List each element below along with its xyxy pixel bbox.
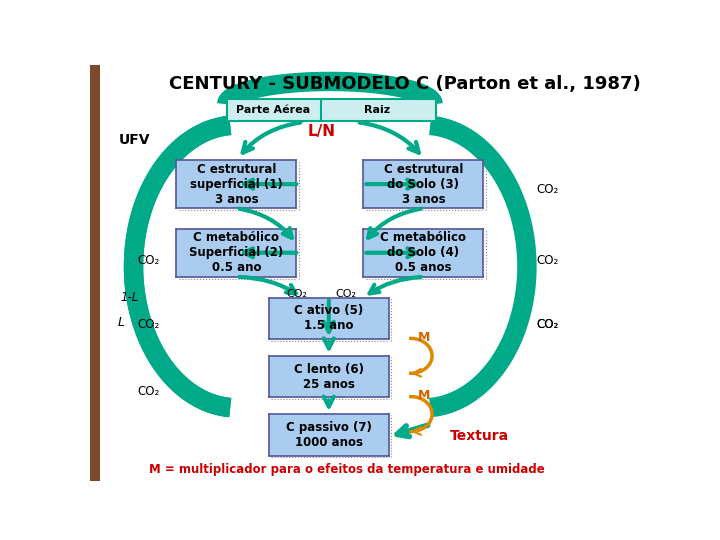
- Bar: [90, 65, 100, 481]
- Text: Raiz: Raiz: [364, 105, 390, 115]
- Text: C metabólico
Superficial (2)
0.5 ano: C metabólico Superficial (2) 0.5 ano: [189, 232, 284, 274]
- Text: 1-L: 1-L: [120, 291, 138, 304]
- FancyBboxPatch shape: [269, 298, 389, 339]
- Text: C estrutural
superficial (1)
3 anos: C estrutural superficial (1) 3 anos: [190, 163, 283, 206]
- Text: L: L: [117, 316, 124, 329]
- Text: CO₂: CO₂: [536, 318, 559, 331]
- Text: CO₂: CO₂: [286, 289, 307, 299]
- FancyBboxPatch shape: [364, 229, 483, 277]
- Text: CO₂: CO₂: [138, 254, 160, 267]
- Text: Textura: Textura: [450, 429, 509, 443]
- Text: UFV: UFV: [119, 133, 150, 147]
- FancyBboxPatch shape: [364, 160, 483, 208]
- Text: L/N: L/N: [307, 124, 336, 139]
- Text: C lento (6)
25 anos: C lento (6) 25 anos: [294, 363, 364, 390]
- Text: M = multiplicador para o efeitos da temperatura e umidade: M = multiplicador para o efeitos da temp…: [149, 463, 544, 476]
- Text: C metabólico
do Solo (4)
0.5 anos: C metabólico do Solo (4) 0.5 anos: [380, 232, 467, 274]
- FancyBboxPatch shape: [269, 414, 389, 456]
- FancyBboxPatch shape: [176, 160, 297, 208]
- Text: CO₂: CO₂: [536, 318, 559, 331]
- Text: M: M: [418, 332, 430, 345]
- Text: CO₂: CO₂: [138, 318, 160, 331]
- Text: Parte Aérea: Parte Aérea: [235, 105, 310, 115]
- Text: CENTURY - SUBMODELO C (Parton et al., 1987): CENTURY - SUBMODELO C (Parton et al., 19…: [169, 75, 641, 93]
- Text: C passivo (7)
1000 anos: C passivo (7) 1000 anos: [286, 421, 372, 449]
- FancyBboxPatch shape: [269, 356, 389, 397]
- FancyBboxPatch shape: [227, 99, 436, 121]
- Text: M: M: [418, 389, 430, 402]
- Text: CO₂: CO₂: [536, 254, 559, 267]
- Text: CO₂: CO₂: [138, 384, 160, 397]
- Text: CO₂: CO₂: [335, 289, 356, 299]
- Text: C ativo (5)
1.5 ano: C ativo (5) 1.5 ano: [294, 305, 363, 333]
- Text: C estrutural
do Solo (3)
3 anos: C estrutural do Solo (3) 3 anos: [384, 163, 463, 206]
- Text: CO₂: CO₂: [536, 183, 559, 196]
- FancyBboxPatch shape: [176, 229, 297, 277]
